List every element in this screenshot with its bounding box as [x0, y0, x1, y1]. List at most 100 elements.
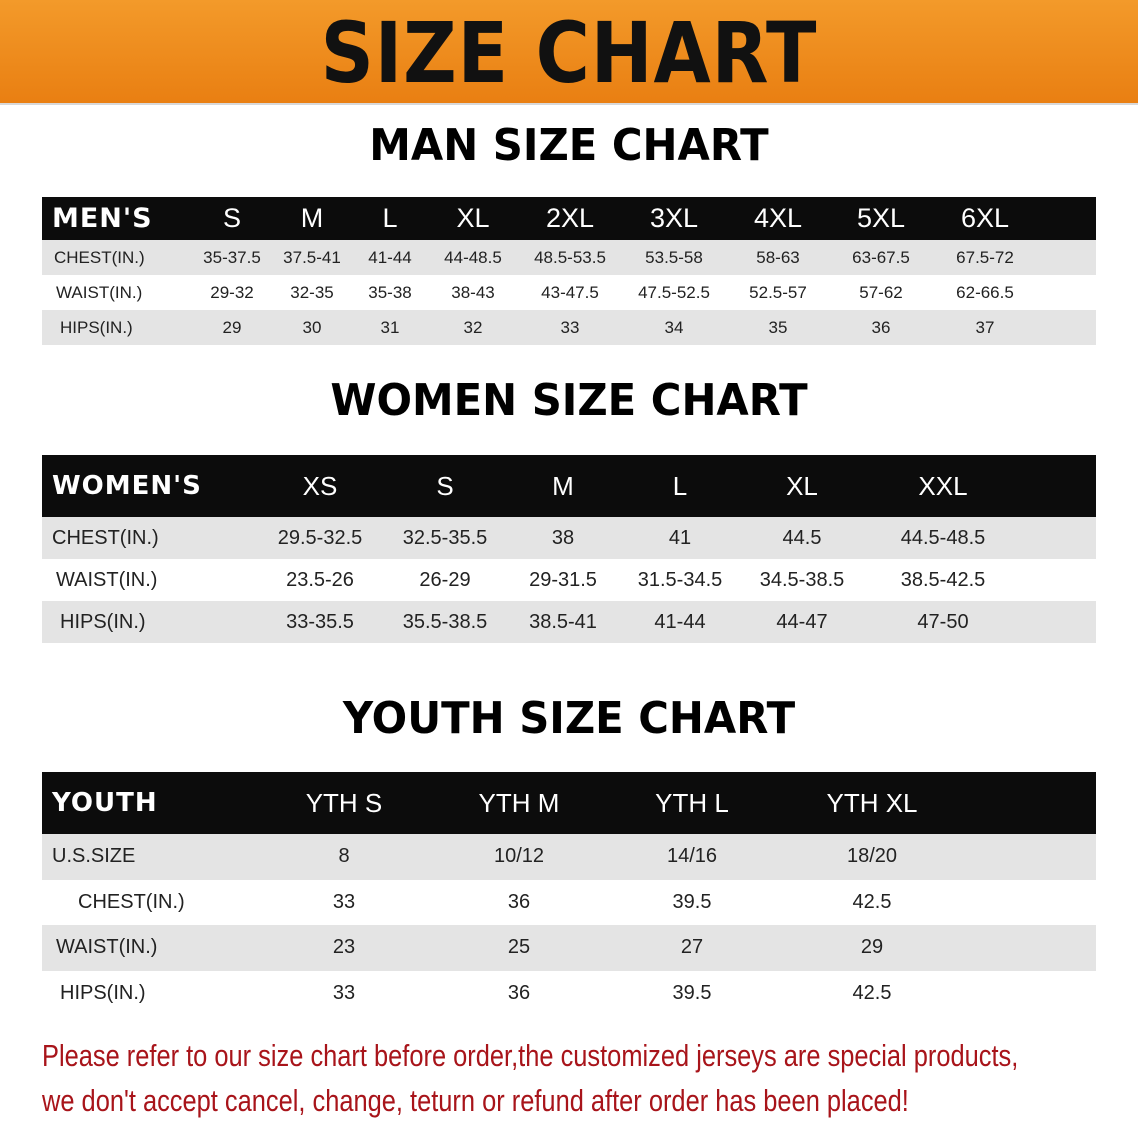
size-value-cell: 18/20	[846, 845, 898, 868]
size-value-cell: 58-63	[756, 247, 800, 267]
size-value-cell: 36	[507, 890, 531, 913]
size-value-cell: 36	[871, 317, 891, 337]
size-value-cell: 41	[668, 526, 692, 549]
size-header-cell: M	[300, 203, 324, 233]
size-header-cell: YTH M	[478, 787, 560, 818]
size-value-cell: 33	[560, 317, 580, 337]
size-value-cell: 57-62	[859, 282, 903, 302]
men-table-row: WAIST(IN.) 29-32 32-35 35-38 38-43 43-47.5 47.…	[42, 275, 1096, 310]
size-header-cell: 5XL	[856, 203, 906, 233]
women-size-table: WOMEN'S XS S M L XL XXL CHEST(IN.) 29.5-32.5 32.5…	[42, 455, 1096, 643]
size-value-cell: 10/12	[493, 845, 545, 868]
youth-header-row: YOUTH YTH S YTH M YTH L YTH XL	[42, 772, 1096, 834]
size-value-cell: 30	[302, 317, 322, 337]
size-value-cell: 37.5-41	[283, 247, 341, 267]
youth-table-row: HIPS(IN.) 33 36 39.5 42.5	[42, 970, 1096, 1016]
size-header-cell: XL	[786, 470, 818, 501]
size-value-cell: 26-29	[419, 568, 471, 591]
header-banner: SIZE CHART	[0, 0, 1138, 105]
size-value-cell: 35-38	[368, 282, 412, 302]
women-table-row: WAIST(IN.) 23.5-26 26-29 29-31.5 31.5-34.5 34…	[42, 559, 1096, 601]
size-value-cell: 32-35	[290, 282, 334, 302]
size-value-cell: 29	[222, 317, 242, 337]
women-header-row: WOMEN'S XS S M L XL XXL	[42, 455, 1096, 517]
size-header-cell: 4XL	[753, 203, 803, 233]
size-value-cell: 27	[680, 936, 704, 959]
measurement-label: HIPS(IN.)	[60, 317, 133, 337]
size-value-cell: 53.5-58	[645, 247, 703, 267]
size-value-cell: 38-43	[451, 282, 495, 302]
size-value-cell: 23	[332, 936, 356, 959]
size-value-cell: 39.5	[672, 981, 712, 1004]
size-value-cell: 23.5-26	[286, 568, 354, 591]
size-value-cell: 33	[332, 890, 356, 913]
size-header-cell: S	[436, 470, 454, 501]
size-value-cell: 29	[860, 936, 884, 959]
size-value-cell: 29-31.5	[529, 568, 597, 591]
size-value-cell: 41-44	[368, 247, 412, 267]
size-value-cell: 34	[664, 317, 684, 337]
size-value-cell: 35	[768, 317, 788, 337]
size-value-cell: 38.5-42.5	[900, 568, 986, 591]
men-table-row: CHEST(IN.) 35-37.5 37.5-41 41-44 44-48.5 48.5…	[42, 240, 1096, 275]
measurement-label: CHEST(IN.)	[52, 526, 159, 549]
size-header-cell: S	[222, 203, 241, 233]
size-value-cell: 36	[507, 981, 531, 1004]
women-section-title: WOMEN SIZE CHART	[330, 375, 808, 426]
measurement-label: U.S.SIZE	[52, 845, 136, 868]
size-value-cell: 33	[332, 981, 356, 1004]
size-value-cell: 44.5-48.5	[900, 526, 986, 549]
size-value-cell: 52.5-57	[749, 282, 807, 302]
size-value-cell: 38	[551, 526, 575, 549]
size-header-cell: 2XL	[545, 203, 595, 233]
size-value-cell: 29-32	[210, 282, 254, 302]
men-size-table: MEN'S S M L XL 2XL 3XL 4XL 5XL 6XL CHEST(IN.) 35-37…	[42, 197, 1096, 345]
measurement-label: CHEST(IN.)	[78, 890, 185, 913]
size-value-cell: 42.5	[852, 890, 892, 913]
women-table-row: CHEST(IN.) 29.5-32.5 32.5-35.5 38 41 44.5 44.5…	[42, 517, 1096, 559]
size-value-cell: 33-35.5	[286, 610, 354, 633]
measurement-label: HIPS(IN.)	[60, 610, 146, 633]
size-value-cell: 42.5	[852, 981, 892, 1004]
size-value-cell: 62-66.5	[956, 282, 1014, 302]
notice-line-1: Please refer to our size chart before or…	[42, 1038, 1019, 1073]
size-value-cell: 29.5-32.5	[277, 526, 363, 549]
size-header-cell: L	[382, 203, 398, 233]
youth-table-row: WAIST(IN.) 23 25 27 29	[42, 925, 1096, 971]
size-value-cell: 38.5-41	[529, 610, 597, 633]
size-value-cell: 39.5	[672, 890, 712, 913]
measurement-label: WAIST(IN.)	[56, 282, 143, 302]
youth-section-title: YOUTH SIZE CHART	[342, 693, 796, 744]
size-header-cell: XXL	[918, 470, 968, 501]
size-value-cell: 25	[507, 936, 531, 959]
size-value-cell: 14/16	[666, 845, 718, 868]
size-value-cell: 31.5-34.5	[637, 568, 723, 591]
size-value-cell: 34.5-38.5	[759, 568, 845, 591]
size-header-cell: 3XL	[649, 203, 699, 233]
table-title-cell: YOUTH	[52, 788, 158, 818]
size-value-cell: 67.5-72	[956, 247, 1014, 267]
size-value-cell: 8	[338, 845, 350, 868]
measurement-label: WAIST(IN.)	[56, 568, 158, 591]
size-header-cell: YTH S	[305, 787, 383, 818]
size-header-cell: XS	[302, 470, 338, 501]
size-value-cell: 32.5-35.5	[402, 526, 488, 549]
size-value-cell: 43-47.5	[541, 282, 599, 302]
size-value-cell: 47.5-52.5	[638, 282, 710, 302]
size-value-cell: 41-44	[654, 610, 706, 633]
size-value-cell: 44-47	[776, 610, 828, 633]
size-value-cell: 48.5-53.5	[534, 247, 606, 267]
page-title: SIZE CHART	[320, 4, 818, 102]
size-header-cell: YTH L	[655, 787, 729, 818]
size-header-cell: M	[552, 470, 574, 501]
measurement-label: CHEST(IN.)	[54, 247, 145, 267]
table-title-cell: MEN'S	[52, 203, 153, 234]
size-header-cell: L	[672, 470, 688, 501]
size-value-cell: 32	[463, 317, 483, 337]
size-value-cell: 47-50	[917, 610, 969, 633]
size-value-cell: 44.5	[782, 526, 822, 549]
size-header-cell: 6XL	[960, 203, 1010, 233]
size-header-cell: YTH XL	[826, 787, 918, 818]
men-table-row: HIPS(IN.) 29 30 31 32 33 34 35 36 37	[42, 310, 1096, 345]
youth-table-row: U.S.SIZE 8 10/12 14/16 18/20	[42, 834, 1096, 880]
